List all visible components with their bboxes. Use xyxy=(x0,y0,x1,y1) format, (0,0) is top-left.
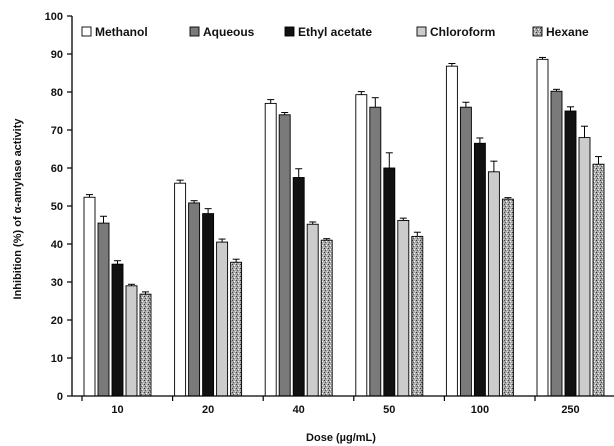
bar-methanol xyxy=(355,94,368,397)
bar-aqueous xyxy=(188,202,201,397)
y-axis-title: Inhibition (%) of α-amylase activity xyxy=(12,118,24,300)
y-tick-label: 80 xyxy=(51,87,63,99)
bar-chloroform xyxy=(397,219,410,397)
y-tick-label: 90 xyxy=(51,49,63,61)
x-tick-label: 250 xyxy=(561,404,579,416)
bar-chloroform xyxy=(125,285,138,397)
legend-swatch xyxy=(416,26,427,37)
x-tick-label: 40 xyxy=(293,404,305,416)
bar-chloroform xyxy=(487,171,500,397)
bar-chloroform xyxy=(578,137,591,397)
bar-ethyl-acetate xyxy=(383,167,396,397)
bar-methanol xyxy=(445,65,458,397)
y-tick-label: 10 xyxy=(51,353,63,365)
legend-swatch xyxy=(532,26,543,37)
x-tick-label: 20 xyxy=(202,404,214,416)
bar-aqueous xyxy=(550,90,563,397)
bar-hexane xyxy=(592,163,605,397)
x-tick-label: 50 xyxy=(383,404,395,416)
bar-hexane xyxy=(501,198,514,397)
legend-label: Ethyl acetate xyxy=(298,25,372,39)
bar-methanol xyxy=(264,102,277,397)
legend-label: Aqueous xyxy=(203,25,255,39)
legend: Methanol Aqueous Ethyl acetate Chloroform He… xyxy=(81,25,589,39)
y-tick-label: 40 xyxy=(51,239,63,251)
x-tick-label: 10 xyxy=(111,404,123,416)
bar-ethyl-acetate xyxy=(564,110,577,397)
legend-swatch xyxy=(189,26,200,37)
x-axis-ticks: 10 20 40 50 100 250 xyxy=(81,396,580,416)
legend-swatch xyxy=(284,26,295,37)
legend-label: Chloroform xyxy=(430,25,495,39)
bar-ethyl-acetate xyxy=(202,213,215,397)
bar-hexane xyxy=(320,239,333,397)
bar-ethyl-acetate xyxy=(292,177,305,397)
legend-label: Hexane xyxy=(546,25,589,39)
y-tick-label: 20 xyxy=(51,315,63,327)
y-tick-label: 30 xyxy=(51,277,63,289)
y-tick-label: 100 xyxy=(45,11,63,23)
bar-hexane xyxy=(411,235,424,397)
legend-label: Methanol xyxy=(95,25,148,39)
legend-swatch xyxy=(81,26,92,37)
bar-chloroform xyxy=(306,223,319,397)
bar-ethyl-acetate xyxy=(111,263,124,397)
y-tick-label: 70 xyxy=(51,125,63,137)
y-tick-label: 50 xyxy=(51,201,63,213)
bar-chloroform xyxy=(216,241,229,397)
bar-aqueous xyxy=(369,106,382,397)
y-tick-label: 0 xyxy=(57,391,63,403)
bar-hexane xyxy=(139,293,152,397)
bar-methanol xyxy=(174,182,187,397)
bar-aqueous xyxy=(97,222,110,397)
bar-methanol xyxy=(83,196,96,397)
y-tick-label: 60 xyxy=(51,163,63,175)
bar-methanol xyxy=(536,58,549,397)
bar-hexane xyxy=(230,261,243,397)
bar-ethyl-acetate xyxy=(473,142,486,397)
x-tick-label: 100 xyxy=(471,404,489,416)
bar-aqueous xyxy=(278,114,291,397)
bar-groups xyxy=(83,56,605,397)
x-axis-title: Dose (µg/mL) xyxy=(306,432,376,444)
bar-aqueous xyxy=(459,106,472,397)
y-axis-ticks: 0 10 20 30 40 50 60 70 80 90 100 xyxy=(45,11,72,403)
